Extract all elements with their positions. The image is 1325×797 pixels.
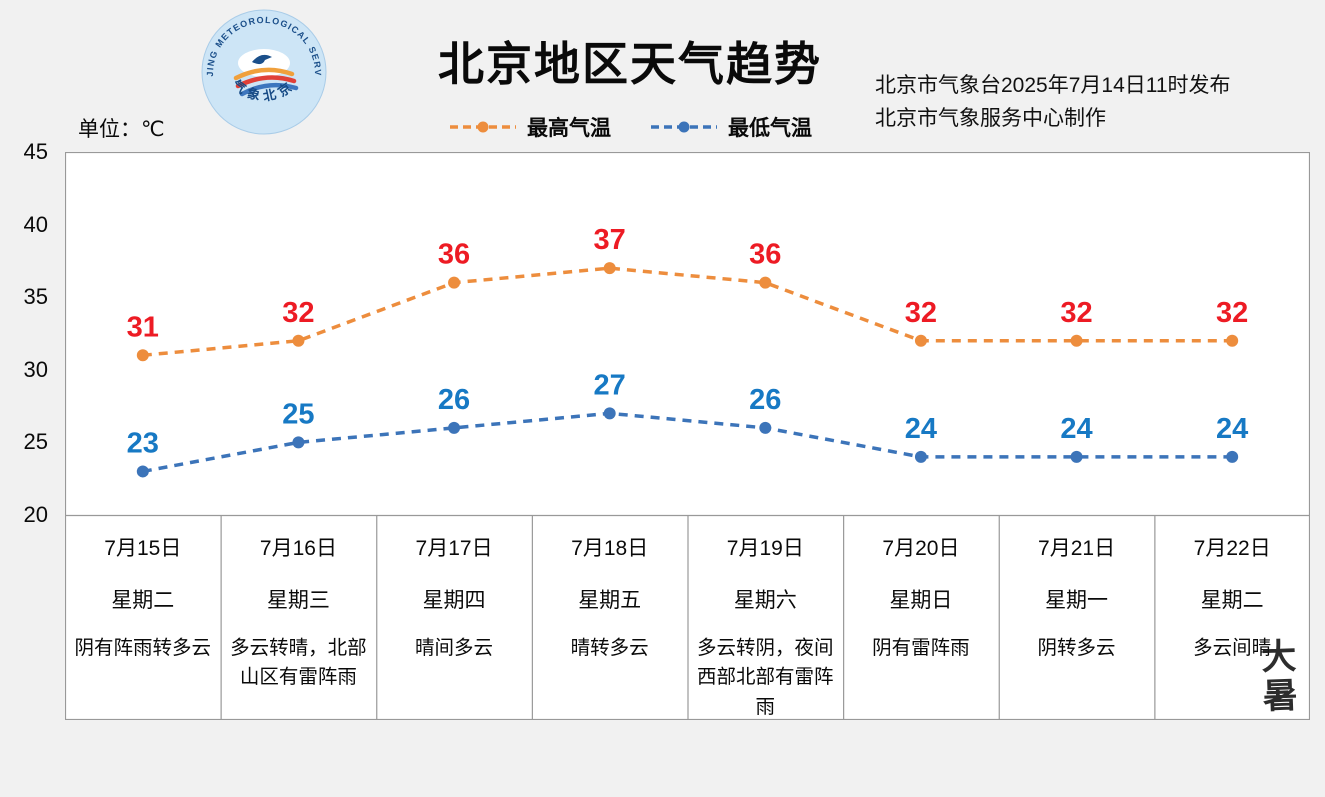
issue-info: 北京市气象台2025年7月14日11时发布 北京市气象服务中心制作 xyxy=(875,70,1315,135)
issue-line1: 北京市气象台2025年7月14日11时发布 xyxy=(875,74,1231,97)
solar-term-seal: 大暑 xyxy=(1254,637,1299,717)
logo-swoosh-blue xyxy=(239,82,299,97)
day-column: 7月19日星期六多云转阴，夜间西部北部有雷阵雨 xyxy=(688,515,844,720)
y-tick-label: 35 xyxy=(23,284,48,310)
low-temp-value: 24 xyxy=(1060,413,1092,445)
day-date: 7月15日 xyxy=(104,537,182,560)
logo: BEIJING METEOROLOGICAL SERVICE 气象北京 xyxy=(196,0,328,136)
logo-swoosh-orange xyxy=(233,67,295,81)
y-tick-label: 30 xyxy=(23,356,48,382)
low-temp-point xyxy=(136,465,149,478)
chart: 31 32 36 37 36 32 32 32 23 25 26 27 26 24 24 24 7月15日星期… xyxy=(65,152,1310,720)
day-column: 7月21日星期一阴转多云 xyxy=(999,515,1155,720)
day-weekday: 星期一 xyxy=(1045,589,1109,612)
low-temp-value: 23 xyxy=(127,427,159,459)
high-temp-point xyxy=(914,334,927,347)
low-temp-legend-line-icon xyxy=(651,121,717,133)
high-temp-value: 32 xyxy=(282,297,314,329)
y-tick-label: 20 xyxy=(23,502,48,527)
day-weather-description: 阴转多云 xyxy=(1037,637,1116,659)
high-temp-value: 32 xyxy=(1060,297,1092,329)
high-temp-point xyxy=(1070,334,1083,347)
day-weather-description: 多云转阴，夜间西部北部有雷阵雨 xyxy=(697,637,834,718)
high-temp-value: 32 xyxy=(1216,297,1248,329)
low-temp-value: 24 xyxy=(905,413,937,445)
low-temp-value: 27 xyxy=(594,369,626,401)
page-title: 北京地区天气趋势 xyxy=(438,38,822,90)
high-temp-point xyxy=(448,276,461,289)
day-date: 7月22日 xyxy=(1193,537,1271,560)
legend-item-low: 最低气温 xyxy=(649,112,812,142)
low-temp-line xyxy=(142,411,1233,474)
day-weather-description: 阴有雷阵雨 xyxy=(872,637,970,659)
logo-graphic: BEIJING METEOROLOGICAL SERVICE 气象北京 xyxy=(196,0,327,135)
day-weather-description: 多云转晴，北部山区有雷阵雨 xyxy=(230,637,367,689)
plot-canvas: 31 32 36 37 36 32 32 32 23 25 26 27 26 24 24 24 xyxy=(65,152,1310,720)
high-temp-point xyxy=(1226,334,1239,347)
day-date: 7月19日 xyxy=(726,537,804,560)
low-temp-point xyxy=(292,436,305,449)
high-temp-value: 32 xyxy=(905,297,937,329)
unit-label: 单位：℃ xyxy=(78,118,165,141)
day-column: 7月20日星期日阴有雷阵雨 xyxy=(843,515,999,720)
legend-low-label: 最低气温 xyxy=(728,117,812,140)
high-temp-value: 31 xyxy=(127,311,159,343)
day-weekday: 星期三 xyxy=(266,589,330,612)
issue-line2: 北京市气象服务中心制作 xyxy=(875,106,1106,130)
day-column: 7月15日星期二阴有阵雨转多云 xyxy=(65,515,221,720)
high-temp-point xyxy=(136,349,149,362)
day-date: 7月16日 xyxy=(259,537,337,560)
high-temp-point xyxy=(603,262,616,275)
high-temp-legend-line-icon xyxy=(450,121,516,133)
day-column: 7月18日星期五晴转多云 xyxy=(532,515,688,720)
low-temp-value: 26 xyxy=(749,384,781,416)
day-weekday: 星期五 xyxy=(578,589,642,612)
logo-bird-icon xyxy=(252,54,272,65)
day-date: 7月21日 xyxy=(1038,537,1116,560)
y-tick-label: 45 xyxy=(23,139,48,164)
low-temp-value: 24 xyxy=(1216,413,1248,445)
low-temp-value: 25 xyxy=(282,398,314,430)
day-date: 7月18日 xyxy=(571,537,649,560)
legend-item-high: 最高气温 xyxy=(448,112,611,142)
y-tick-label: 25 xyxy=(23,429,48,455)
day-date: 7月17日 xyxy=(415,537,493,560)
day-weather-description: 阴有阵雨转多云 xyxy=(74,637,212,659)
legend-high-label: 最高气温 xyxy=(527,117,611,140)
low-temp-value: 26 xyxy=(438,384,470,416)
day-column: 7月22日星期二多云间晴 大暑 xyxy=(1154,515,1310,720)
low-temp-point xyxy=(603,407,616,420)
low-temp-point xyxy=(1070,450,1083,463)
day-weekday: 星期二 xyxy=(1200,589,1264,612)
low-temp-point xyxy=(1226,450,1239,463)
low-temp-point xyxy=(448,421,461,434)
high-temp-value: 36 xyxy=(749,239,781,271)
day-column: 7月16日星期三多云转晴，北部山区有雷阵雨 xyxy=(221,515,377,720)
forecast-table: 7月15日 星期二 阴有阵雨转多云 7月16日 星期三 多云转晴，北部山区有雷阵雨 7月17… xyxy=(65,515,1310,720)
day-column: 7月17日星期四晴间多云 xyxy=(376,515,532,720)
day-weather-description: 晴间多云 xyxy=(415,637,494,659)
day-weekday: 星期四 xyxy=(422,589,486,612)
high-temp-line xyxy=(142,266,1233,358)
high-temp-value: 37 xyxy=(594,224,626,256)
day-weekday: 星期六 xyxy=(733,589,797,612)
high-temp-point xyxy=(292,334,305,347)
low-temp-point xyxy=(914,450,927,463)
y-tick-label: 40 xyxy=(23,211,48,237)
legend: 最高气温 最低气温 xyxy=(420,112,840,142)
high-temp-point xyxy=(759,276,772,289)
day-weather-description: 多云间晴 xyxy=(1193,637,1272,659)
y-axis: 45 40 35 30 25 20 xyxy=(6,139,54,527)
low-temp-point xyxy=(759,421,772,434)
day-weekday: 星期二 xyxy=(111,589,175,612)
high-temp-value: 36 xyxy=(438,239,470,271)
day-weekday: 星期日 xyxy=(889,589,953,612)
day-weather-description: 晴转多云 xyxy=(570,637,649,659)
logo-swoosh-red xyxy=(235,75,297,89)
day-date: 7月20日 xyxy=(882,537,960,560)
